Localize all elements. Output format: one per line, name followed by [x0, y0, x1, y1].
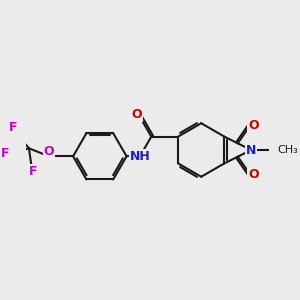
Text: CH₃: CH₃ — [278, 145, 298, 155]
Text: F: F — [1, 147, 10, 160]
Text: F: F — [9, 122, 17, 134]
Text: F: F — [28, 165, 37, 178]
Text: NH: NH — [130, 150, 150, 163]
Text: O: O — [132, 108, 142, 121]
Text: O: O — [248, 119, 259, 132]
Text: O: O — [44, 146, 54, 158]
Text: O: O — [248, 168, 259, 181]
Text: N: N — [246, 143, 256, 157]
